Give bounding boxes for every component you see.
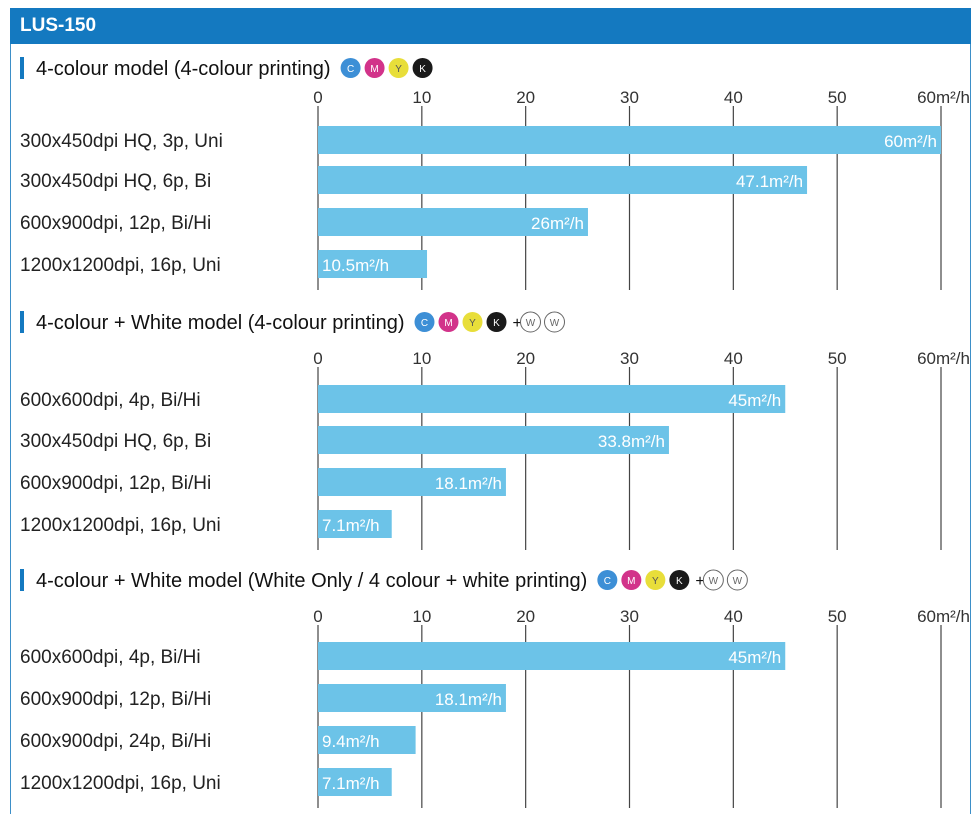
section-accent-bar xyxy=(20,57,24,79)
tick-label: 60m²/h xyxy=(917,607,970,626)
ink-label: K xyxy=(419,64,426,75)
ink-k-icon xyxy=(412,58,433,78)
tick-label: 50 xyxy=(828,607,847,626)
category-label: 300x450dpi HQ, 6p, Bi xyxy=(20,171,211,192)
ink-white-icon xyxy=(520,311,541,333)
tick-label: 10 xyxy=(412,349,431,368)
tick-label: 0 xyxy=(313,349,322,368)
category-label: 600x900dpi, 12p, Bi/Hi xyxy=(20,213,211,234)
bar-value-label: 18.1m²/h xyxy=(435,690,502,709)
ink-c-icon xyxy=(597,570,618,590)
bar-value-label: 7.1m²/h xyxy=(322,516,380,535)
tick-label: 30 xyxy=(620,88,639,107)
ink-white-icon xyxy=(702,569,724,591)
category-label: 600x900dpi, 12p, Bi/Hi xyxy=(20,473,211,494)
bar-value-label: 47.1m²/h xyxy=(736,172,803,191)
bar-value-label: 18.1m²/h xyxy=(435,474,502,493)
ink-label: C xyxy=(604,576,611,587)
ink-white-icon xyxy=(726,569,748,591)
tick-label: 50 xyxy=(828,88,847,107)
ink-label: C xyxy=(347,64,354,75)
bar-value-label: 9.4m²/h xyxy=(322,732,380,751)
tick-label: 20 xyxy=(516,349,535,368)
ink-k-icon xyxy=(669,570,690,590)
section-title: 4-colour + White model (White Only / 4 c… xyxy=(36,570,587,592)
tick-label: 20 xyxy=(516,607,535,626)
tick-label: 20 xyxy=(516,88,535,107)
plus-sign: + xyxy=(513,315,522,332)
bar-value-label: 60m²/h xyxy=(884,132,937,151)
section-accent-bar xyxy=(20,569,24,591)
tick-label: 10 xyxy=(412,88,431,107)
bar xyxy=(318,166,808,194)
section-accent-bar xyxy=(20,311,24,333)
bar xyxy=(318,684,506,712)
ink-y-icon xyxy=(388,58,409,78)
ink-y-icon xyxy=(462,312,483,332)
bar-value-label: 45m²/h xyxy=(728,391,781,410)
ink-c-icon xyxy=(414,312,435,332)
ink-label: M xyxy=(627,576,635,587)
tick-label: 50 xyxy=(828,349,847,368)
bar xyxy=(318,385,786,413)
ink-label: K xyxy=(676,576,683,587)
tick-label: 60m²/h xyxy=(917,349,970,368)
bar xyxy=(318,250,428,278)
ink-white-icon xyxy=(544,311,565,333)
bar xyxy=(318,208,588,236)
ink-label: C xyxy=(421,318,428,329)
ink-m-icon xyxy=(364,58,385,78)
tick-label: 30 xyxy=(620,349,639,368)
category-label: 300x450dpi HQ, 6p, Bi xyxy=(20,431,211,452)
ink-label: W xyxy=(733,576,743,587)
ink-label: Y xyxy=(469,318,476,329)
ink-label: M xyxy=(370,64,378,75)
bar-value-label: 7.1m²/h xyxy=(322,774,380,793)
ink-label: K xyxy=(493,318,500,329)
tick-label: 40 xyxy=(724,88,743,107)
category-label: 600x900dpi, 12p, Bi/Hi xyxy=(20,689,211,710)
tick-label: 30 xyxy=(620,607,639,626)
bar xyxy=(318,468,506,496)
bar-value-label: 45m²/h xyxy=(728,648,781,667)
category-label: 600x600dpi, 4p, Bi/Hi xyxy=(20,390,201,411)
ink-label: Y xyxy=(395,64,402,75)
plus-sign: + xyxy=(695,573,704,590)
bar-value-label: 33.8m²/h xyxy=(598,432,665,451)
tick-label: 40 xyxy=(724,607,743,626)
tick-label: 0 xyxy=(313,607,322,626)
ink-label: M xyxy=(444,318,452,329)
category-label: 1200x1200dpi, 16p, Uni xyxy=(20,773,221,794)
category-label: 600x900dpi, 24p, Bi/Hi xyxy=(20,731,211,752)
bar xyxy=(318,726,416,754)
ink-m-icon xyxy=(438,312,459,332)
ink-label: W xyxy=(526,318,536,329)
bar xyxy=(318,510,392,538)
bar xyxy=(318,426,669,454)
tick-label: 60m²/h xyxy=(917,88,970,107)
bar xyxy=(318,642,786,670)
tick-label: 10 xyxy=(412,607,431,626)
category-label: 300x450dpi HQ, 3p, Uni xyxy=(20,131,223,152)
ink-k-icon xyxy=(486,312,507,332)
bar xyxy=(318,768,392,796)
ink-label: W xyxy=(550,318,560,329)
ink-c-icon xyxy=(340,58,361,78)
ink-y-icon xyxy=(645,570,666,590)
section-title: 4-colour + White model (4-colour printin… xyxy=(36,312,405,334)
ink-label: W xyxy=(709,576,719,587)
bar-value-label: 10.5m²/h xyxy=(322,256,389,275)
ink-m-icon xyxy=(621,570,642,590)
category-label: 600x600dpi, 4p, Bi/Hi xyxy=(20,647,201,668)
ink-label: Y xyxy=(652,576,659,587)
category-label: 1200x1200dpi, 16p, Uni xyxy=(20,515,221,536)
tick-label: 40 xyxy=(724,349,743,368)
bar xyxy=(318,126,941,154)
model-header: LUS-150 xyxy=(10,8,971,44)
category-label: 1200x1200dpi, 16p, Uni xyxy=(20,255,221,276)
tick-label: 0 xyxy=(313,88,322,107)
section-title: 4-colour model (4-colour printing) xyxy=(36,58,331,80)
bar-value-label: 26m²/h xyxy=(531,214,584,233)
